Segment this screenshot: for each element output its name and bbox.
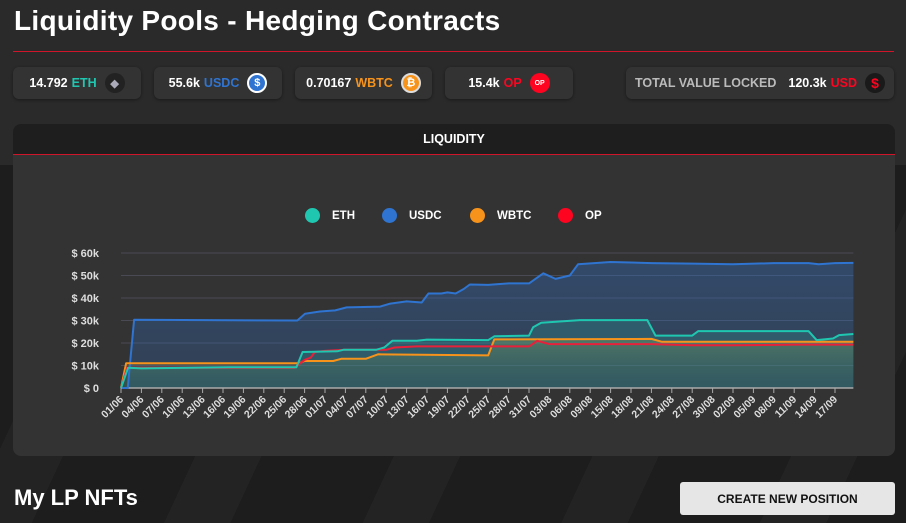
area-wbtc bbox=[121, 338, 854, 388]
legend-item-usdc[interactable]: USDC bbox=[382, 208, 442, 223]
y-tick-label: $ 50k bbox=[71, 271, 99, 283]
y-tick-label: $ 20k bbox=[71, 338, 99, 350]
legend-item-wbtc[interactable]: WBTC bbox=[470, 208, 532, 223]
x-tick-label: 06/08 bbox=[548, 394, 575, 421]
stat-card-op: 15.4k OP OP bbox=[445, 67, 573, 99]
x-tick-label: 28/07 bbox=[487, 394, 514, 421]
create-new-position-button[interactable]: CREATE NEW POSITION bbox=[680, 482, 895, 515]
tvl-unit: USD bbox=[830, 76, 858, 90]
legend-label: OP bbox=[585, 209, 602, 222]
x-tick-label: 07/06 bbox=[140, 394, 167, 421]
x-tick-label: 09/08 bbox=[568, 394, 595, 421]
stat-unit: ETH bbox=[71, 76, 97, 90]
liquidity-chart-panel: LIQUIDITY ETH USDC WBTC OP $ 0 $ 10k $ 20k… bbox=[13, 124, 895, 456]
legend-label: WBTC bbox=[497, 209, 532, 222]
tvl-label: TOTAL VALUE LOCKED bbox=[634, 76, 777, 90]
legend-item-op[interactable]: OP bbox=[558, 208, 602, 223]
area-eth bbox=[121, 320, 854, 388]
legend-dot-icon bbox=[470, 208, 485, 223]
x-tick-label: 08/09 bbox=[752, 394, 779, 421]
legend-label: ETH bbox=[332, 209, 355, 222]
x-tick-label: 13/07 bbox=[385, 394, 412, 421]
series-line-eth bbox=[120, 319, 854, 389]
eth-icon: ◆ bbox=[104, 73, 125, 93]
x-tick-label: 04/07 bbox=[323, 394, 350, 421]
nfts-heading: My LP NFTs bbox=[14, 485, 138, 510]
tvl-card: TOTAL VALUE LOCKED 120.3k USD $ bbox=[626, 67, 894, 99]
x-tick-label: 10/06 bbox=[160, 394, 187, 421]
x-tick-label: 16/06 bbox=[201, 394, 228, 421]
btc-icon: ₿ bbox=[400, 73, 421, 93]
x-tick-label: 24/08 bbox=[650, 394, 677, 421]
x-tick-label: 03/08 bbox=[527, 394, 554, 421]
y-tick-label: $ 10k bbox=[71, 361, 99, 373]
x-tick-label: 05/09 bbox=[731, 394, 758, 421]
legend-dot-icon bbox=[305, 208, 320, 223]
x-tick-label: 07/07 bbox=[344, 394, 371, 421]
y-tick-label: $ 30k bbox=[71, 316, 99, 328]
x-tick-label: 22/06 bbox=[242, 394, 269, 421]
y-tick-label: $ 60k bbox=[71, 248, 99, 260]
legend-item-eth[interactable]: ETH bbox=[305, 208, 355, 223]
dollar-icon: $ bbox=[865, 73, 886, 93]
x-tick-label: 01/06 bbox=[99, 394, 126, 421]
stat-unit: WBTC bbox=[355, 76, 393, 90]
x-tick-label: 14/09 bbox=[793, 394, 820, 421]
stat-unit: USDC bbox=[203, 76, 240, 90]
liquidity-chart: $ 0$ 10k$ 20k$ 30k$ 40k$ 50k$ 60k01/0604… bbox=[71, 248, 854, 421]
x-tick-label: 13/06 bbox=[181, 394, 208, 421]
x-tick-label: 16/07 bbox=[405, 394, 432, 421]
stat-unit: OP bbox=[503, 76, 522, 90]
title-divider bbox=[13, 51, 894, 52]
x-tick-label: 30/08 bbox=[691, 394, 718, 421]
x-tick-label: 25/06 bbox=[262, 394, 289, 421]
tvl-value: 120.3k bbox=[788, 76, 827, 90]
stat-card-usdc: 55.6k USDC $ bbox=[154, 67, 282, 99]
stat-value: 15.4k bbox=[468, 76, 500, 90]
x-tick-label: 02/09 bbox=[711, 394, 738, 421]
op-icon: OP bbox=[529, 73, 550, 93]
x-tick-label: 04/06 bbox=[119, 394, 146, 421]
legend-label: USDC bbox=[409, 209, 442, 222]
x-tick-label: 01/07 bbox=[303, 394, 330, 421]
stat-value: 55.6k bbox=[168, 76, 200, 90]
x-tick-label: 21/08 bbox=[629, 394, 656, 421]
series-line-op bbox=[120, 339, 854, 389]
x-tick-label: 28/06 bbox=[283, 394, 310, 421]
stat-value: 14.792 bbox=[29, 76, 68, 90]
usdc-icon: $ bbox=[247, 73, 268, 93]
legend-dot-icon bbox=[558, 208, 573, 223]
stat-card-wbtc: 0.70167 WBTC ₿ bbox=[295, 67, 432, 99]
x-tick-label: 31/07 bbox=[507, 394, 534, 421]
y-tick-label: $ 0 bbox=[84, 383, 99, 395]
x-tick-label: 22/07 bbox=[446, 394, 473, 421]
series-line-usdc bbox=[121, 261, 854, 389]
x-tick-label: 17/09 bbox=[813, 394, 840, 421]
x-tick-label: 15/08 bbox=[589, 394, 616, 421]
x-tick-label: 25/07 bbox=[466, 394, 493, 421]
page-title: Liquidity Pools - Hedging Contracts bbox=[14, 5, 501, 36]
x-tick-label: 18/08 bbox=[609, 394, 636, 421]
x-tick-label: 27/08 bbox=[670, 394, 697, 421]
legend-dot-icon bbox=[382, 208, 397, 223]
x-tick-label: 10/07 bbox=[364, 394, 391, 421]
x-tick-label: 19/07 bbox=[425, 394, 452, 421]
stat-card-eth: 14.792 ETH ◆ bbox=[13, 67, 141, 99]
y-tick-label: $ 40k bbox=[71, 293, 99, 305]
x-tick-label: 19/06 bbox=[221, 394, 248, 421]
chart-header: LIQUIDITY bbox=[13, 124, 895, 155]
stat-value: 0.70167 bbox=[306, 76, 352, 90]
